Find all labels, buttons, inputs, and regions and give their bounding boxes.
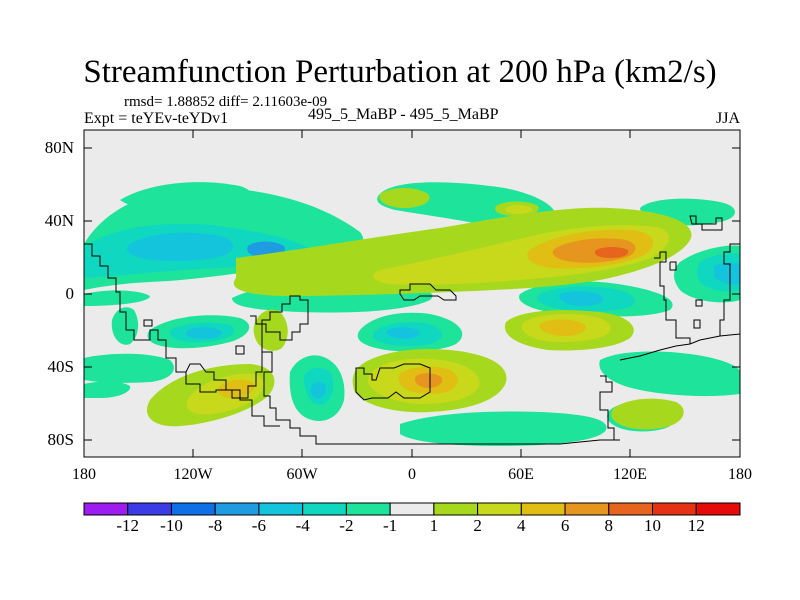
- season-label: JJA: [716, 110, 741, 127]
- colorbar-label: -4: [295, 516, 310, 535]
- y-tick-label: 0: [65, 284, 75, 303]
- contour-field: [84, 182, 740, 446]
- plot-title: Streamfunction Perturbation at 200 hPa (…: [83, 54, 717, 90]
- coastline-north-america-west: [84, 243, 263, 399]
- colorbar-swatch: [520, 502, 566, 516]
- contour-neg4-nw: [127, 232, 233, 261]
- colorbar-swatch: [608, 502, 654, 516]
- coastline-south-america-west: [185, 363, 280, 427]
- coastline-antarctic-line: [380, 439, 620, 445]
- contour-pos2-north-west: [505, 205, 533, 214]
- coastline-australia-asia: [599, 375, 620, 441]
- colorbar-swatch: [83, 502, 129, 516]
- colorbar-label: -2: [339, 516, 354, 535]
- colorbar-label: 10: [644, 516, 661, 535]
- contour-pos8-north: [594, 247, 629, 258]
- y-tick-label: 40N: [44, 211, 74, 230]
- y-tick-label: 80S: [47, 430, 74, 449]
- contour-neg4-eq-east: [559, 291, 603, 306]
- x-tick-label: 0: [408, 466, 416, 483]
- colorbar-swatch: [214, 502, 260, 516]
- coastline-group: [84, 215, 740, 445]
- colorbar-swatch: [564, 502, 610, 516]
- coastline-japan-kam: [689, 215, 723, 231]
- contour-pos-south-indian: [611, 398, 684, 430]
- colorbar-label: -8: [208, 516, 223, 535]
- x-tick-label: 60W: [286, 466, 318, 483]
- contour-pos6-south-center: [414, 373, 443, 388]
- colorbar-swatch: [389, 502, 435, 516]
- colorbar-label: 4: [517, 516, 526, 535]
- contour-neg-south-pole-band: [400, 411, 607, 446]
- contour-neg-north-left: [120, 182, 251, 210]
- contour-pos-north-west-small: [379, 188, 430, 208]
- colorbar-label: -6: [251, 516, 266, 535]
- contour-neg-trop-pacific-left: [111, 307, 139, 345]
- colorbar-swatch: [127, 502, 172, 516]
- colorbar-swatch: [477, 502, 522, 516]
- contour-neg4-east-edge: [714, 262, 740, 285]
- colorbar-swatch: [302, 502, 347, 516]
- x-tick-label: 60E: [508, 466, 534, 483]
- colorbar-label: 2: [473, 516, 482, 535]
- diff-value: diff= 2.11603e-09: [218, 94, 328, 110]
- colorbar-swatch: [345, 502, 391, 516]
- contour-neg4-trop-atl: [386, 327, 420, 339]
- coastline-east-south: [619, 333, 740, 361]
- colorbar: [83, 502, 741, 516]
- colorbar-swatch: [652, 502, 697, 516]
- contour-pos4-trop-mid: [539, 319, 586, 336]
- y-tick-label: 40S: [47, 357, 74, 376]
- contour-pos4-south-west: [217, 379, 255, 398]
- y-tick-label: 80N: [44, 138, 74, 157]
- colorbar-label: -10: [160, 516, 183, 535]
- experiment-label: Expt = teYEv-teYDv1: [84, 110, 229, 127]
- colorbar-label: 1: [429, 516, 439, 535]
- colorbar-label: 12: [687, 516, 705, 535]
- case-label: 495_5_MaBP - 495_5_MaBP: [308, 106, 499, 123]
- coastline-east-asia: [654, 251, 691, 344]
- colorbar-swatch: [695, 502, 741, 516]
- colorbar-swatch: [170, 502, 216, 516]
- colorbar-label: -12: [116, 516, 140, 535]
- colorbar-label: 6: [560, 516, 570, 535]
- x-tick-label: 120E: [613, 466, 647, 483]
- contour-neg4-trop-pac: [186, 327, 222, 339]
- coastline-caribbean: [143, 319, 245, 355]
- coastline-east-edge: [719, 243, 740, 336]
- x-tick-label: 180: [72, 466, 96, 483]
- tick-marks: [84, 130, 740, 457]
- coastline-africa: [399, 283, 457, 301]
- contour-neg-south-west-edge: [84, 381, 131, 398]
- contour-neg-south-left-band: [84, 353, 174, 383]
- colorbar-label: -1: [383, 516, 398, 535]
- x-tick-label: 180: [728, 466, 752, 483]
- colorbar-swatch: [433, 502, 479, 516]
- contour-neg-south-right: [599, 351, 740, 397]
- coastline-south-africa: [355, 363, 431, 401]
- stats-label: rmsd= 1.88852 diff= 2.11603e-09: [124, 94, 327, 111]
- coastline-se-asia: [669, 261, 703, 329]
- rmsd-value: rmsd= 1.88852: [124, 94, 215, 110]
- contour-neg4-south-atl: [310, 381, 326, 399]
- colorbar-swatch: [258, 502, 304, 516]
- coastline-americas-east: [250, 295, 380, 445]
- colorbar-label: 8: [604, 516, 614, 535]
- x-tick-label: 120W: [173, 466, 213, 483]
- contour-neg-eq-west: [84, 290, 150, 306]
